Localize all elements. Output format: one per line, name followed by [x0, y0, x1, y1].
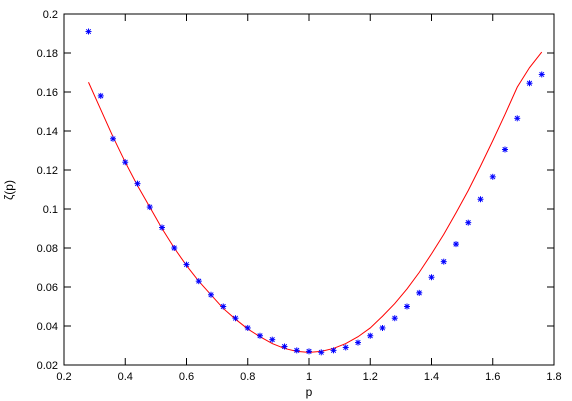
data-point: [416, 289, 423, 296]
y-axis-label: ζ(p): [2, 180, 16, 200]
x-axis-label: p: [306, 385, 313, 399]
data-point: [330, 347, 337, 354]
data-point: [208, 291, 214, 298]
data-point: [110, 135, 116, 142]
data-point: [146, 204, 153, 211]
data-point: [440, 258, 447, 265]
data-point: [293, 347, 300, 354]
y-tick-label: 0.2: [43, 9, 58, 21]
y-axis-ticks: 0.02 0.04 0.06 0.08 0.1 0.12 0.14 0.16 0.18 0.2: [37, 9, 554, 372]
data-points-layer: [85, 28, 545, 356]
data-point: [318, 349, 325, 356]
x-tick-label: 0.8: [240, 371, 255, 383]
y-tick-label: 0.14: [37, 126, 58, 138]
x-tick-label: 1.2: [363, 371, 378, 383]
data-point: [306, 348, 312, 355]
plot-frame: [63, 13, 555, 366]
data-point: [269, 336, 276, 343]
data-point: [171, 245, 178, 251]
x-tick-label: 1.8: [546, 371, 561, 383]
data-point: [367, 332, 374, 339]
y-tick-label: 0.16: [37, 87, 58, 99]
data-point: [257, 332, 263, 339]
data-point: [220, 303, 227, 310]
data-point: [195, 278, 202, 285]
data-point: [281, 343, 288, 350]
y-tick-label: 0.04: [37, 321, 58, 333]
y-tick-label: 0.12: [37, 165, 58, 177]
fit-curve: [88, 51, 543, 353]
data-point: [232, 315, 239, 322]
data-point: [134, 180, 141, 187]
data-point: [526, 80, 533, 87]
y-tick-label: 0.06: [37, 282, 58, 294]
data-point: [514, 115, 521, 122]
x-tick-label: 1: [306, 371, 312, 383]
data-point: [355, 339, 361, 346]
data-point: [489, 173, 496, 180]
data-point: [477, 196, 484, 203]
data-point: [428, 274, 435, 281]
data-point: [538, 71, 545, 78]
data-point: [379, 324, 386, 331]
data-point: [391, 315, 398, 322]
y-tick-label: 0.02: [37, 360, 58, 372]
data-point: [183, 261, 190, 268]
data-point: [159, 224, 165, 231]
data-point: [97, 92, 104, 99]
data-point: [122, 159, 129, 166]
data-point: [502, 146, 508, 153]
fit-curve-layer: [88, 51, 543, 353]
data-point: [342, 344, 349, 351]
x-tick-label: 0.6: [179, 371, 194, 383]
data-point: [465, 219, 472, 226]
x-axis-ticks: 0.2 0.4 0.6 0.8 1 1.2 1.4 1.6 1.8: [56, 14, 562, 383]
y-tick-label: 0.08: [37, 243, 58, 255]
x-tick-label: 1.4: [424, 371, 439, 383]
data-point: [404, 303, 410, 310]
y-tick-label: 0.1: [43, 204, 58, 216]
x-tick-label: 1.6: [485, 371, 500, 383]
data-point: [85, 28, 92, 35]
x-tick-label: 0.4: [118, 371, 133, 383]
y-tick-label: 0.18: [37, 48, 58, 60]
x-tick-label: 0.2: [56, 371, 71, 383]
data-point: [244, 324, 251, 331]
data-point: [453, 241, 459, 248]
